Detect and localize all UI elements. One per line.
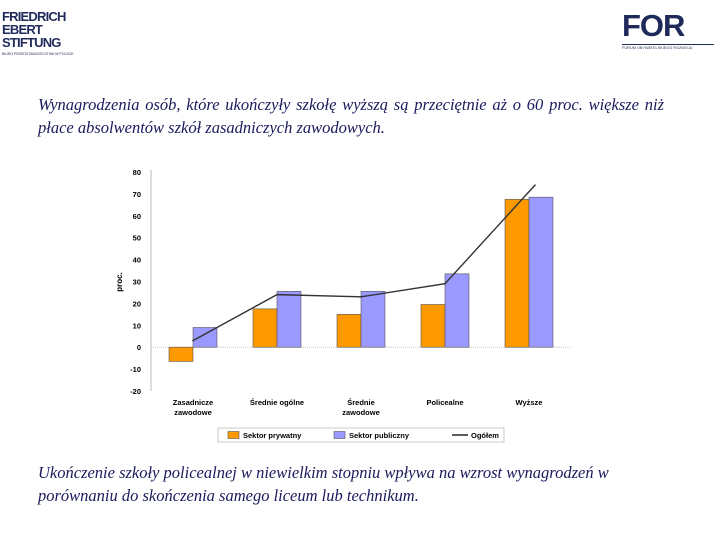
y-tick-label: 20 <box>133 299 141 308</box>
legend-label: Sektor publiczny <box>349 431 410 440</box>
category-label: Zasadnicze <box>173 398 213 407</box>
legend-box <box>217 427 505 443</box>
y-tick-label: 70 <box>133 190 141 199</box>
y-tick-label: 40 <box>133 256 141 265</box>
for-logo: FOR FORUM OBYWATELSKIEGO ROZWOJU <box>622 10 714 60</box>
category-label: zawodowe <box>174 408 212 417</box>
category-label: Średnie <box>347 398 375 407</box>
bar-private <box>252 308 278 348</box>
y-tick-label: 80 <box>133 168 141 177</box>
bar-public <box>360 291 386 348</box>
bar-private <box>336 314 362 348</box>
y-tick-label: 10 <box>133 321 141 330</box>
category-label: zawodowe <box>342 408 380 417</box>
overall-point <box>444 282 446 285</box>
bar-private <box>168 346 194 362</box>
fes-logo-line-2: EBERT <box>2 22 43 37</box>
bar-public <box>192 327 218 348</box>
overall-point <box>276 293 278 296</box>
category-label: Wyższe <box>516 398 543 407</box>
legend-swatch <box>333 431 346 439</box>
y-tick-label: 30 <box>133 278 141 287</box>
bar-public <box>276 291 302 348</box>
legend-label: Sektor prywatny <box>243 431 302 440</box>
category-label: Średnie ogólne <box>250 398 304 407</box>
legend-swatch <box>227 431 240 439</box>
category-label: Policealne <box>426 398 463 407</box>
bar-public <box>444 273 470 348</box>
bar-private <box>420 304 446 348</box>
y-tick-label: 0 <box>137 343 141 352</box>
overall-point <box>534 184 536 186</box>
bar-private <box>504 199 530 348</box>
headline: Wynagrodzenia osób, które ukończyły szko… <box>38 95 664 137</box>
for-logo-subtitle: FORUM OBYWATELSKIEGO ROZWOJU <box>622 44 714 50</box>
overall-point <box>192 339 194 342</box>
fes-logo-line-1: FRIEDRICH <box>2 9 66 24</box>
bar-public <box>528 196 554 348</box>
overall-point <box>360 296 362 298</box>
fes-logo: FRIEDRICH EBERT STIFTUNG BIURO PRZEDSTAW… <box>2 10 77 66</box>
legend-label: Ogółem <box>471 431 499 440</box>
y-tick-label: -10 <box>130 365 141 374</box>
y-tick-label: -20 <box>130 387 141 396</box>
y-axis-title: proc. <box>115 272 124 292</box>
fes-logo-line-3: STIFTUNG <box>2 35 61 50</box>
fes-logo-tagline: BIURO PRZEDSTAWICIELSTWA W POLSCE <box>2 52 74 56</box>
for-logo-word: FOR <box>622 8 685 43</box>
y-tick-label: 60 <box>133 212 141 221</box>
footer-note: Ukończenie szkoły policealnej w niewielk… <box>38 463 609 505</box>
y-tick-label: 50 <box>133 234 141 243</box>
